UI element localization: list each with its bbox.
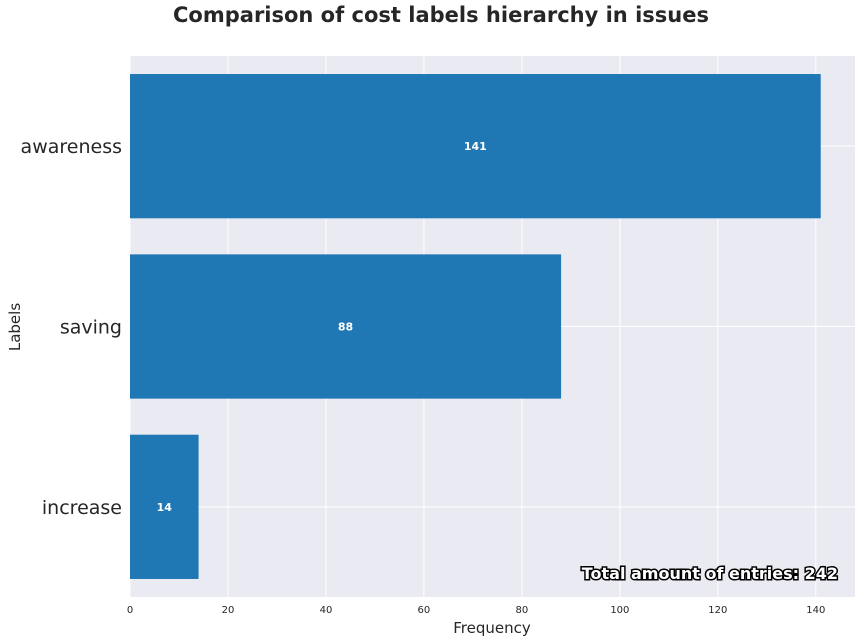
y-axis-title: Labels	[6, 303, 24, 351]
bar-saving	[130, 254, 562, 399]
value-label-awareness: 141	[464, 140, 487, 153]
x-axis-title: Frequency	[453, 619, 531, 637]
x-tick-label: 40	[320, 605, 333, 616]
x-tick-label: 80	[516, 605, 529, 616]
category-label-awareness: awareness	[21, 136, 122, 158]
x-tick-label: 100	[610, 605, 629, 616]
bar-increase	[130, 434, 199, 579]
y-axis-categories: awareness saving increase	[21, 136, 122, 519]
chart-title: Comparison of cost labels hierarchy in i…	[173, 3, 709, 27]
x-tick-label: 140	[806, 605, 825, 616]
x-axis-ticks: 0 20 40 60 80 100 120 140	[127, 605, 826, 616]
bars: 141 88 14	[130, 74, 821, 579]
bar-awareness	[130, 74, 821, 219]
x-tick-label: 20	[222, 605, 235, 616]
value-label-saving: 88	[338, 321, 353, 334]
category-label-saving: saving	[60, 317, 122, 339]
x-tick-label: 60	[418, 605, 431, 616]
category-label-increase: increase	[42, 497, 122, 519]
x-tick-label: 0	[127, 605, 133, 616]
total-entries-annotation: Total amount of entries: 242	[582, 564, 838, 583]
value-label-increase: 14	[157, 501, 173, 514]
x-tick-label: 120	[708, 605, 727, 616]
